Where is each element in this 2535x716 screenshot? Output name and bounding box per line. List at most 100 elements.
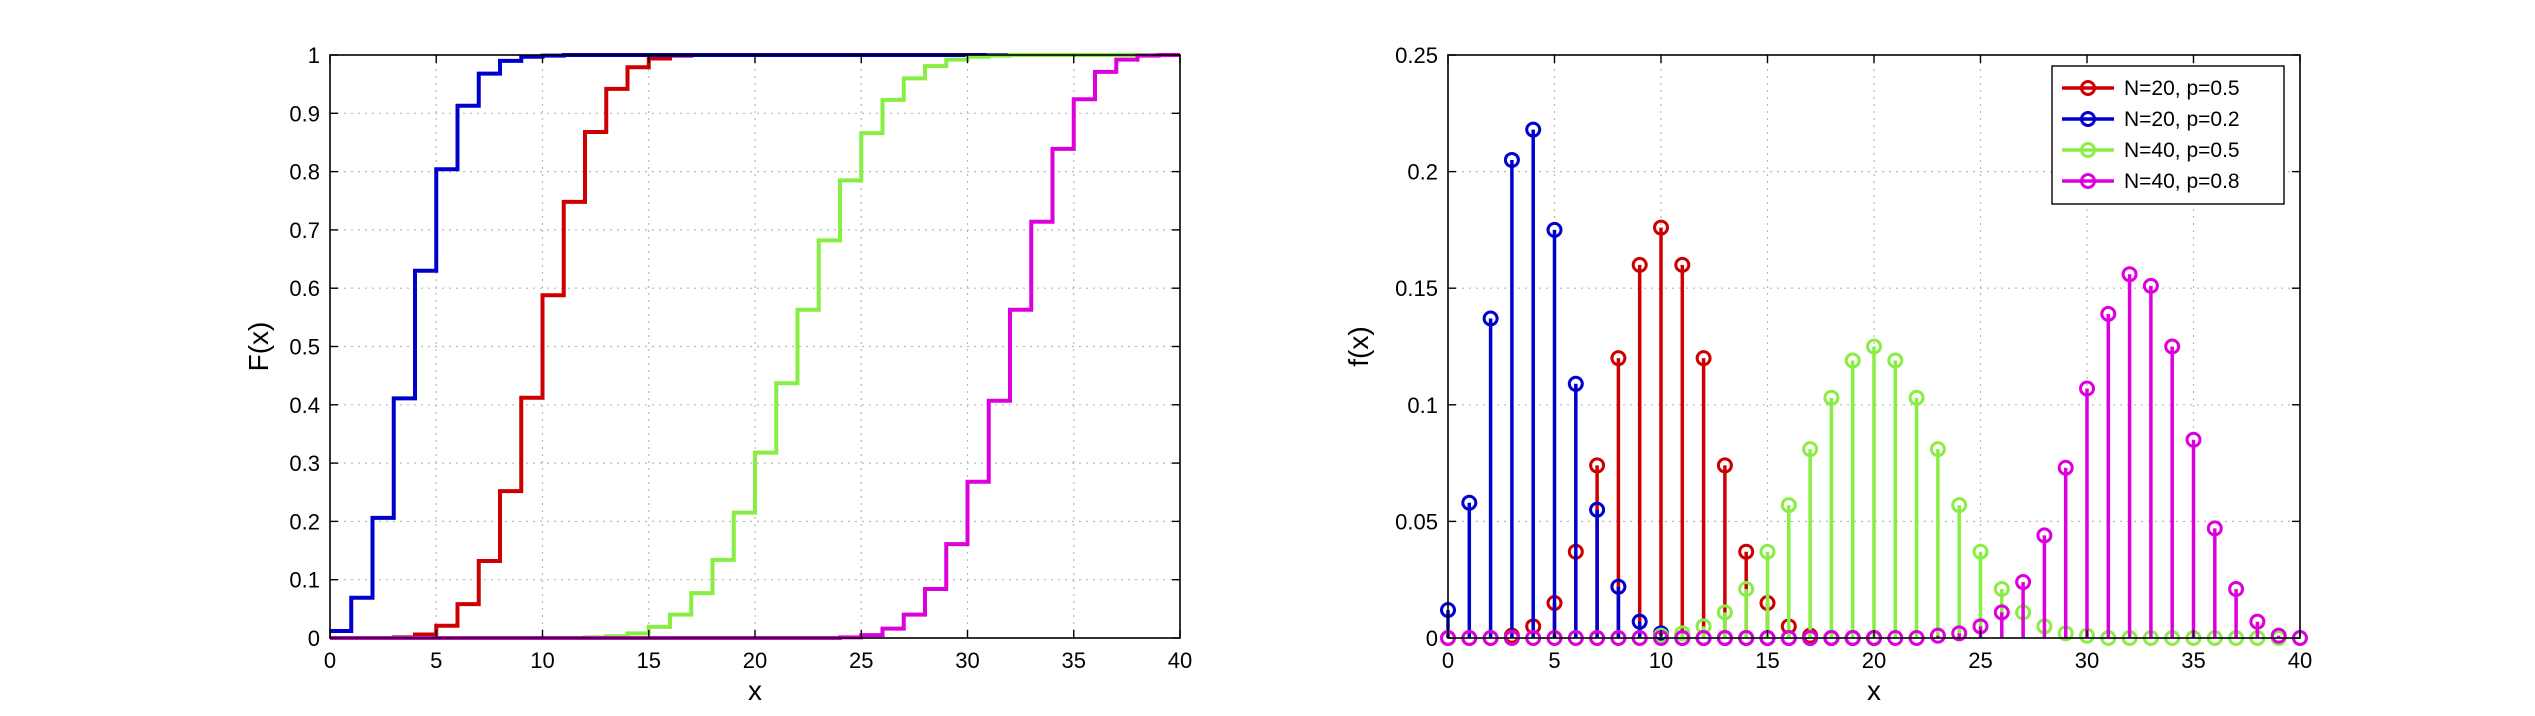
stem-marker (1610, 350, 1627, 367)
y-tick-label: 0.2 (1407, 160, 1438, 185)
stem-marker (2270, 627, 2287, 644)
stem-marker (1653, 219, 1669, 236)
stem-marker (2100, 305, 2117, 322)
stem-marker (1802, 441, 1819, 458)
stem-marker (1951, 625, 1968, 642)
x-tick-label: 10 (530, 648, 554, 673)
stem-marker (1887, 352, 1904, 369)
y-tick-label: 0.15 (1395, 276, 1438, 301)
stem-marker (1738, 581, 1755, 598)
y-tick-label: 0.9 (289, 101, 320, 126)
legend-entry: N=20, p=0.5 (2062, 77, 2240, 100)
x-tick-label: 40 (2288, 648, 2312, 673)
stem-marker (1823, 389, 1840, 406)
stem-marker (2164, 338, 2181, 355)
stem-marker (1716, 457, 1733, 474)
stem-marker (1993, 604, 2010, 621)
x-tick-label: 35 (2181, 648, 2205, 673)
cdf-chart: 0 5 10 15 20 25 30 35 40 0 0.1 0.2 0.3 0.4 0.5 0.6 0.7 0.… (243, 43, 1192, 706)
stem-marker (2228, 581, 2245, 598)
x-tick-label: 25 (849, 648, 873, 673)
x-tick-label: 10 (1649, 648, 1673, 673)
stem-marker (1759, 543, 1776, 560)
stem-marker (1844, 352, 1861, 369)
stem-marker (1738, 543, 1755, 560)
legend-entry: N=40, p=0.5 (2062, 139, 2240, 162)
stem-marker (2249, 613, 2266, 630)
stem-marker (1674, 256, 1691, 273)
y-tick-label: 1 (308, 43, 320, 68)
stem-marker (1780, 497, 1797, 514)
y-tick-label: 0.4 (289, 393, 320, 418)
y-tick-label: 0.5 (289, 335, 320, 360)
stem-marker (2185, 431, 2202, 448)
stem-marker (1716, 604, 1733, 621)
y-tick-label: 0.7 (289, 218, 320, 243)
stem-marker (1929, 441, 1946, 458)
stem-marker (1695, 350, 1712, 367)
legend-label: N=40, p=0.5 (2124, 139, 2240, 162)
stem-marker (1993, 581, 2010, 598)
stem-marker (2079, 380, 2095, 397)
y-tick-label: 0.2 (289, 509, 320, 534)
stem-marker (1503, 151, 1520, 168)
stem-marker (1674, 625, 1691, 642)
x-tick-label: 35 (1062, 648, 1086, 673)
legend-label: N=40, p=0.8 (2124, 170, 2240, 193)
stem-marker (2206, 520, 2223, 537)
y-tick-label: 0.25 (1395, 43, 1438, 68)
stem-marker (1908, 389, 1925, 406)
legend-swatch-marker (2080, 173, 2096, 189)
stem-marker (1567, 375, 1584, 392)
y-tick-label: 0.6 (289, 276, 320, 301)
stem-marker (1525, 121, 1542, 138)
stem-marker (2036, 527, 2053, 544)
legend-label: N=20, p=0.5 (2124, 77, 2240, 100)
y-axis-label: f(x) (1343, 326, 1374, 366)
legend-entry: N=20, p=0.2 (2062, 108, 2240, 131)
x-tick-label: 30 (2075, 648, 2099, 673)
y-axis-label: F(x) (243, 322, 274, 372)
x-tick-label: 5 (430, 648, 442, 673)
stem-marker (1546, 221, 1563, 238)
x-tick-label: 25 (1968, 648, 1992, 673)
stem-marker (1866, 338, 1882, 355)
x-tick-label: 30 (955, 648, 979, 673)
legend-label: N=20, p=0.2 (2124, 108, 2240, 131)
legend-swatch-marker (2080, 80, 2096, 96)
x-tick-label: 20 (1862, 648, 1886, 673)
stem-marker (2121, 266, 2138, 283)
legend: N=20, p=0.5 N=20, p=0.2 N=40, p=0.5 N=40, p… (2051, 65, 2285, 205)
y-tick-label: 0.8 (289, 160, 320, 185)
series-layer (1440, 121, 2308, 646)
stem-marker (1631, 256, 1648, 273)
y-tick-label: 0.05 (1395, 509, 1438, 534)
stem-marker (1461, 494, 1478, 511)
y-tick-label: 0 (308, 626, 320, 651)
stem-marker (2142, 277, 2159, 294)
stem-marker (2015, 574, 2032, 591)
stem-marker (1610, 578, 1627, 595)
x-tick-label: 40 (1168, 648, 1192, 673)
y-tick-label: 0 (1426, 626, 1438, 651)
stem-marker (1589, 501, 1606, 518)
x-tick-label: 15 (1755, 648, 1779, 673)
x-tick-label: 15 (637, 648, 661, 673)
stem-marker (2057, 459, 2074, 476)
legend-swatch-marker (2080, 142, 2096, 158)
stem-marker (1929, 627, 1946, 644)
x-tick-label: 5 (1548, 648, 1560, 673)
y-tick-label: 0.1 (1407, 393, 1438, 418)
y-tick-label: 0.3 (289, 451, 320, 476)
stem-marker (1589, 457, 1606, 474)
y-tick-label: 0.1 (289, 568, 320, 593)
stem-marker (1631, 613, 1648, 630)
legend-swatch-marker (2080, 111, 2096, 127)
stem-marker (1972, 543, 1989, 560)
stem-marker (1482, 310, 1499, 327)
legend-entry: N=40, p=0.8 (2062, 170, 2240, 193)
pmf-chart: 0 5 10 15 20 25 30 35 40 0 0.05 0.1 0.15 0.2 0.25 x f(x)… (1343, 43, 2312, 706)
x-tick-label: 20 (743, 648, 767, 673)
x-tick-label: 0 (1442, 648, 1454, 673)
